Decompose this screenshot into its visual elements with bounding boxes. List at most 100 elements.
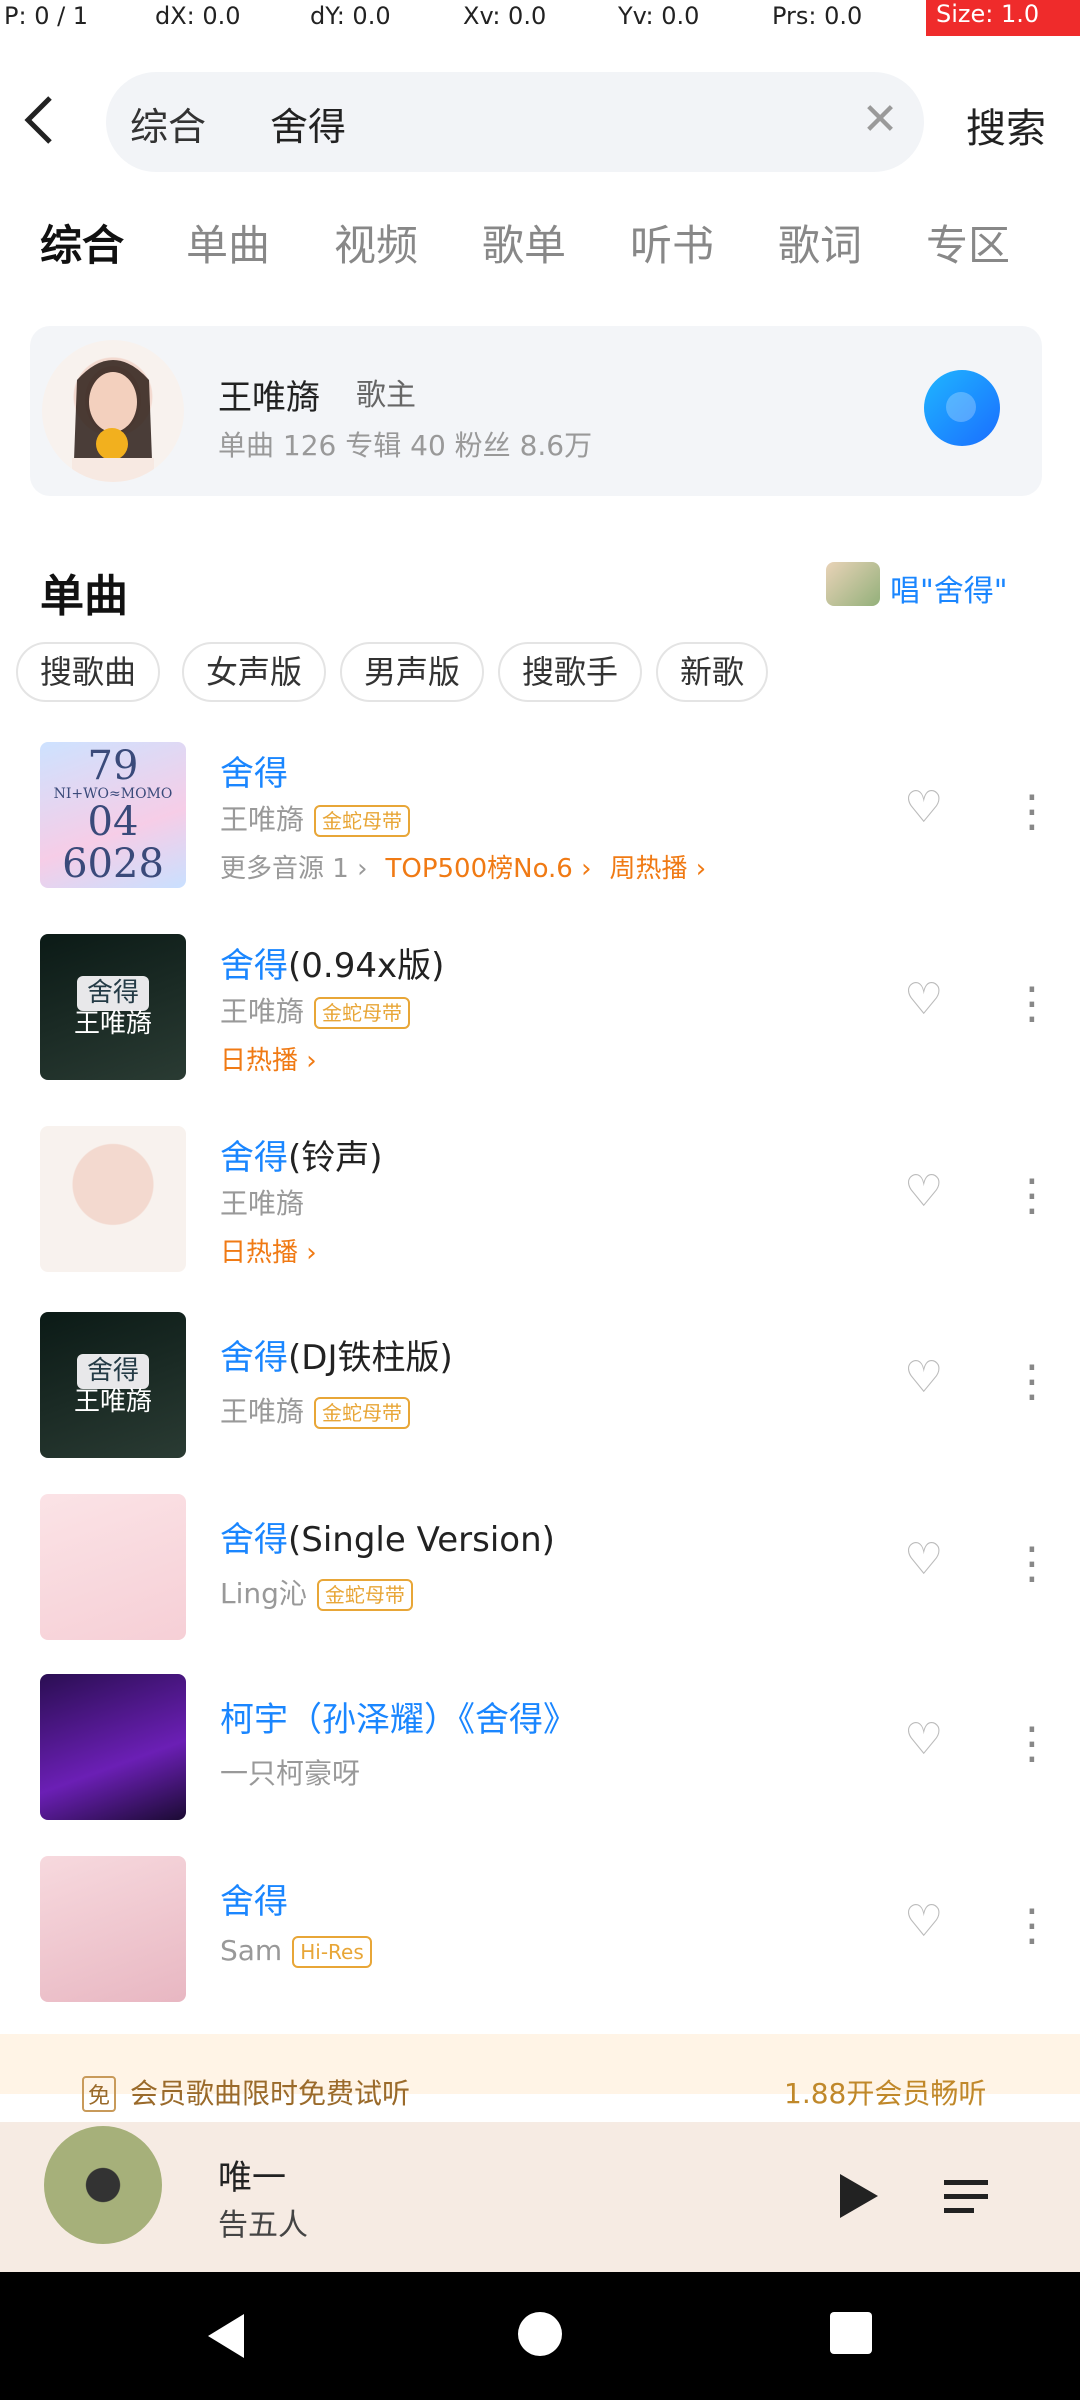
search-category-tag[interactable]: 综合 (130, 105, 207, 149)
song-title: 舍得 (220, 1874, 288, 1923)
song-artist-name: 一只柯豪呀 (220, 1757, 361, 1790)
chip-male-version[interactable]: 男声版 (340, 642, 485, 702)
playlist-icon[interactable] (936, 2166, 996, 2226)
heart-icon[interactable]: ♡ (904, 1352, 944, 1403)
artist-card[interactable] (30, 326, 1042, 496)
song-row[interactable]: 舍得 Sam Hi-Res ♡ ⋮ (0, 1844, 1080, 2034)
song-artist-name: Ling沁 (220, 1577, 307, 1610)
song-title: 舍得 (220, 746, 288, 795)
cover-text: 6028 (62, 841, 164, 888)
artist-follow-button[interactable] (924, 370, 1000, 446)
more-icon[interactable]: ⋮ (1010, 1170, 1054, 1221)
song-extra-link[interactable]: 日热播 › (220, 1238, 317, 1268)
mini-player[interactable] (0, 2122, 1080, 2280)
chip-search-singer[interactable]: 搜歌手 (498, 642, 643, 702)
tab-audiobooks[interactable]: 听书 (630, 221, 715, 270)
vip-banner[interactable] (0, 2034, 1080, 2094)
vip-open-button[interactable]: 1.88开会员畅听 (784, 2077, 987, 2110)
song-cover (40, 1856, 186, 2002)
song-row[interactable]: 舍得 王唯旖 舍得(DJ铁柱版) 王唯旖 金蛇母带 ♡ ⋮ (0, 1300, 1080, 1490)
song-artist-name: 王唯旖 (220, 1395, 305, 1428)
song-extra-link[interactable]: 日热播 › (220, 1046, 317, 1076)
song-row[interactable]: 舍得(Single Version) Ling沁 金蛇母带 ♡ ⋮ (0, 1482, 1080, 1672)
player-artist: 告五人 (218, 2208, 308, 2243)
chip-new-songs[interactable]: 新歌 (656, 642, 769, 702)
heart-icon[interactable]: ♡ (904, 782, 944, 833)
tab-lyrics[interactable]: 歌词 (778, 221, 863, 270)
heart-icon[interactable]: ♡ (904, 1896, 944, 1947)
vip-free-tag: 免 (82, 2076, 117, 2112)
song-artist: Ling沁 金蛇母带 (220, 1572, 413, 1612)
cover-text: 舍得 (76, 1353, 149, 1389)
song-title: 舍得(Single Version) (220, 1512, 555, 1561)
quality-tag: 金蛇母带 (314, 997, 411, 1029)
section-link[interactable]: 唱"舍得" (890, 574, 1008, 609)
more-icon[interactable]: ⋮ (1010, 1356, 1054, 1407)
search-input[interactable] (106, 72, 924, 172)
cover-text: 舍得 (76, 975, 149, 1011)
heart-icon[interactable]: ♡ (904, 1714, 944, 1765)
song-row[interactable]: 79 NI+WO≈MOMO 04 6028 舍得 王唯旖 金蛇母带 更多音源 1 › TOP50… (0, 730, 1080, 920)
debug-dy: dY: 0.0 (310, 2, 391, 30)
song-extra-link[interactable]: TOP500榜No.6 › (385, 854, 592, 884)
system-nav-bar (0, 2272, 1080, 2400)
tab-comprehensive[interactable]: 综合 (40, 221, 125, 270)
chip-female-version[interactable]: 女声版 (182, 642, 327, 702)
tab-zone[interactable]: 专区 (926, 221, 1011, 270)
cover-text: 79 (87, 742, 139, 789)
more-icon[interactable]: ⋮ (1010, 1718, 1054, 1769)
more-icon[interactable]: ⋮ (1010, 1900, 1054, 1951)
song-title-suffix: (Single Version) (288, 1520, 555, 1560)
song-artist: 王唯旖 金蛇母带 (220, 798, 411, 838)
nav-home-icon[interactable] (518, 2312, 562, 2356)
song-artist: 王唯旖 (220, 1182, 304, 1222)
song-row[interactable]: 柯宇（孙泽耀）《舍得》一只柯豪呀 ♡ ⋮ (0, 1662, 1080, 1852)
song-row[interactable]: 舍得(铃声) 王唯旖日热播 › ♡ ⋮ (0, 1114, 1080, 1304)
song-title: 舍得(DJ铁柱版) (220, 1330, 453, 1379)
tab-playlists[interactable]: 歌单 (482, 221, 567, 270)
song-extra-link[interactable]: 周热播 › (609, 854, 707, 884)
vip-text: 会员歌曲限时免费试听 (130, 2077, 411, 2110)
song-title-highlight: 舍得 (220, 1882, 288, 1922)
cover-text: 王唯旖 (73, 1387, 152, 1417)
player-title: 唯一 (218, 2158, 286, 2198)
search-query[interactable]: 舍得 (270, 105, 347, 149)
song-extra-link[interactable]: 更多音源 1 › (220, 854, 368, 884)
nav-recents-icon[interactable] (830, 2312, 872, 2354)
artist-avatar (42, 340, 184, 482)
song-title: 舍得(铃声) (220, 1130, 383, 1179)
nav-back-icon[interactable] (204, 2312, 248, 2364)
artist-stats: 单曲 126 专辑 40 粉丝 8.6万 (218, 429, 593, 462)
song-artist: 王唯旖 金蛇母带 (220, 1390, 411, 1430)
song-artist: 一只柯豪呀 (220, 1752, 360, 1792)
song-title: 舍得(0.94x版) (220, 938, 444, 987)
heart-icon[interactable]: ♡ (904, 1166, 944, 1217)
song-row[interactable]: 舍得 王唯旖 舍得(0.94x版) 王唯旖 金蛇母带 日热播 › ♡ ⋮ (0, 922, 1080, 1112)
song-title: 柯宇（孙泽耀）《舍得》 (220, 1692, 577, 1741)
player-cover (44, 2126, 162, 2244)
more-icon[interactable]: ⋮ (1010, 786, 1054, 837)
more-icon[interactable]: ⋮ (1010, 978, 1054, 1029)
song-title-suffix: (DJ铁柱版) (288, 1338, 453, 1378)
song-title-suffix: (铃声) (288, 1138, 383, 1178)
play-icon[interactable] (826, 2166, 886, 2226)
heart-icon[interactable]: ♡ (904, 974, 944, 1025)
song-title-highlight: 舍得 (220, 1338, 288, 1378)
song-cover: 舍得 王唯旖 (40, 934, 186, 1080)
cover-text: 王唯旖 (73, 1009, 152, 1039)
tab-songs[interactable]: 单曲 (186, 221, 271, 270)
song-extra-info: 更多音源 1 › TOP500榜No.6 › 周热播 › (220, 848, 724, 885)
debug-yv: Yv: 0.0 (618, 2, 700, 30)
cover-text: NI+WO≈MOMO (53, 785, 173, 802)
search-button[interactable]: 搜索 (966, 106, 1046, 152)
song-extra-info: 日热播 › (220, 1232, 335, 1269)
tab-videos[interactable]: 视频 (334, 221, 419, 270)
close-icon[interactable]: ✕ (861, 94, 899, 145)
back-button[interactable] (20, 92, 60, 148)
debug-xv: Xv: 0.0 (463, 2, 547, 30)
quality-tag: 金蛇母带 (314, 805, 411, 837)
song-artist: 王唯旖 金蛇母带 (220, 990, 411, 1030)
more-icon[interactable]: ⋮ (1010, 1538, 1054, 1589)
heart-icon[interactable]: ♡ (904, 1534, 944, 1585)
chip-search-songs[interactable]: 搜歌曲 (16, 642, 161, 702)
